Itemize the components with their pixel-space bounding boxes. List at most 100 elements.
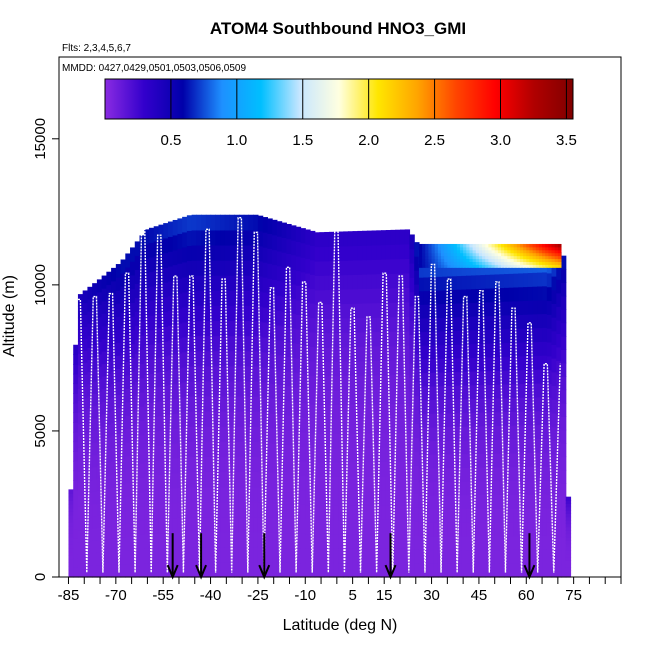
curtain-cell — [229, 395, 235, 412]
curtain-cell — [177, 337, 183, 354]
curtain-cell — [106, 513, 112, 527]
curtain-cell — [404, 258, 411, 274]
curtain-cell — [314, 433, 321, 449]
curtain-cell — [167, 236, 174, 252]
curtain-cell — [556, 563, 562, 578]
enhancement-cell — [526, 249, 530, 254]
curtain-cell — [551, 330, 557, 346]
enhancement-cell — [507, 264, 511, 268]
enhancement-cell — [431, 252, 436, 257]
curtain-cell — [433, 413, 439, 428]
curtain-cell — [437, 467, 444, 482]
curtain-cell — [452, 357, 458, 373]
curtain-cell — [409, 477, 415, 492]
enhancement-cell — [504, 252, 508, 257]
enhancement-cell — [526, 264, 530, 268]
curtain-cell — [248, 320, 254, 337]
curtain-cell — [238, 290, 245, 306]
curtain-cell — [262, 427, 268, 443]
curtain-cell — [101, 350, 107, 365]
curtain-cell — [191, 395, 197, 412]
curtain-cell — [130, 343, 136, 358]
curtain-cell — [324, 418, 330, 434]
curtain-cell — [182, 501, 188, 518]
curtain-cell — [134, 395, 141, 410]
curtain-cell — [101, 564, 107, 578]
curtain-cell — [281, 222, 287, 238]
curtain-cell — [272, 443, 278, 459]
curtain-cell — [371, 562, 377, 578]
curtain-cell — [357, 490, 363, 506]
enhancement-cell — [510, 255, 515, 260]
curtain-cell — [267, 547, 273, 563]
curtain-cell — [134, 325, 141, 340]
curtain-cell — [224, 486, 231, 503]
curtain-cell — [106, 564, 112, 578]
curtain-cell — [390, 302, 396, 318]
curtain-cell — [220, 561, 226, 578]
enhancement-cell — [447, 258, 452, 262]
curtain-cell — [182, 531, 188, 548]
curtain-cell — [139, 548, 145, 564]
curtain-cell — [305, 272, 311, 289]
curtain-cell — [494, 370, 501, 385]
curtain-cell — [362, 317, 368, 333]
curtain-cell — [556, 387, 562, 402]
curtain-cell — [215, 350, 221, 367]
curtain-cell — [201, 244, 207, 261]
curtain-cell — [115, 407, 122, 422]
curtain-cell — [343, 231, 349, 247]
curtain-cell — [418, 331, 425, 346]
enhancement-cell — [450, 246, 455, 251]
curtain-cell — [371, 490, 377, 506]
curtain-cell — [177, 352, 183, 369]
curtain-cell — [305, 229, 311, 245]
curtain-cell — [423, 290, 430, 305]
enhancement-cell — [554, 261, 559, 265]
curtain-cell — [205, 395, 212, 412]
curtain-cell — [248, 486, 254, 503]
curtain-cell — [333, 404, 340, 420]
curtain-cell — [399, 244, 406, 260]
enhancement-cell — [450, 261, 455, 265]
curtain-cell — [111, 564, 117, 578]
curtain-cell — [518, 383, 524, 398]
curtain-cell — [295, 314, 302, 330]
curtain-cell — [196, 426, 202, 442]
curtain-cell — [267, 412, 273, 429]
curtain-cell — [338, 505, 344, 521]
curtain-cell — [461, 371, 467, 386]
curtain-cell — [523, 272, 529, 288]
curtain-cell — [508, 287, 515, 302]
curtain-cell — [276, 265, 283, 282]
curtain-cell — [494, 411, 501, 427]
enhancement-cell — [428, 252, 433, 257]
curtain-cell — [267, 532, 273, 548]
enhancement-cell — [513, 249, 518, 254]
curtain-cell — [101, 489, 107, 503]
curtain-cell — [310, 476, 316, 492]
curtain-cell — [144, 519, 150, 535]
curtain-cell — [381, 360, 387, 376]
curtain-cell — [262, 277, 268, 293]
curtain-cell — [428, 563, 434, 578]
curtain-cell — [215, 214, 221, 231]
curtain-cell — [485, 370, 491, 385]
enhancement-cell — [469, 264, 474, 268]
curtain-cell — [111, 525, 117, 539]
curtain-cell — [385, 302, 392, 318]
curtain-cell — [186, 441, 193, 458]
enhancement-cell — [519, 261, 524, 265]
curtain-cell — [390, 287, 396, 303]
curtain-cell — [106, 551, 112, 565]
curtain-cell — [561, 322, 567, 337]
curtain-cell — [291, 533, 297, 549]
curtain-cell — [262, 292, 268, 308]
curtain-cell — [537, 466, 543, 481]
curtain-cell — [276, 443, 283, 460]
curtain-cell — [513, 314, 519, 329]
curtain-cell — [523, 341, 529, 357]
colorbar-tick-label: 1.5 — [292, 132, 313, 149]
curtain-cell — [163, 223, 169, 239]
curtain-cell — [205, 244, 212, 261]
